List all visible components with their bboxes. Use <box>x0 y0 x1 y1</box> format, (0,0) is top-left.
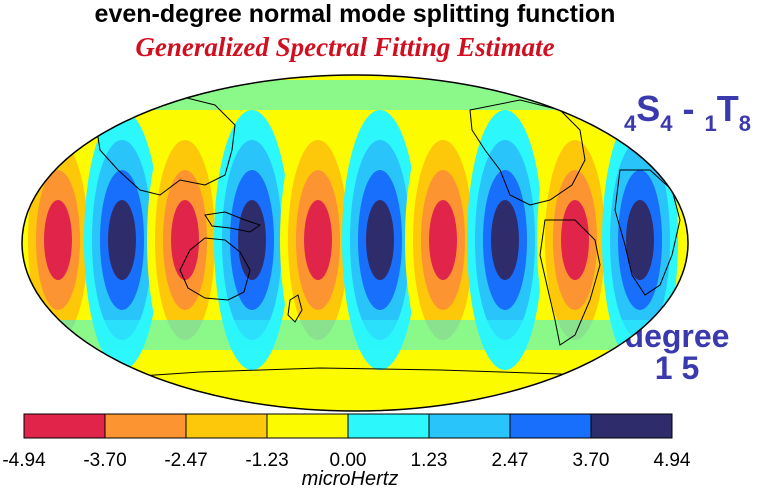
map-title: even-degree normal mode splitting functi… <box>94 0 616 28</box>
field-lobe <box>108 200 136 280</box>
colorbar-tick-label: -4.94 <box>2 450 46 471</box>
south-america-coast <box>539 219 601 346</box>
colorbar-tick-label: -3.70 <box>83 450 126 471</box>
colorbar-cell <box>185 413 268 439</box>
mode-right-letter: T <box>716 88 739 129</box>
colorbar-tick-label: 3.70 <box>573 450 610 471</box>
colorbar-cell <box>509 413 592 439</box>
colorbar-cell <box>347 413 430 439</box>
degree-label: degree 1 5 <box>607 320 747 384</box>
colorbar-tick-label: 4.94 <box>654 450 691 471</box>
field-lobe <box>366 200 394 280</box>
colorbar-cell <box>23 413 106 439</box>
colorbar-tick-label: 1.23 <box>411 450 448 471</box>
mode-left-subscript: 4 <box>623 111 637 136</box>
field-lobe <box>626 200 654 280</box>
map-subtitle: Generalized Spectral Fitting Estimate <box>135 32 555 62</box>
colorbar-cell <box>104 413 187 439</box>
field-lobe <box>171 200 199 280</box>
mode-right-degree: 8 <box>738 111 751 136</box>
mode-right-subscript: 1 <box>704 111 717 136</box>
field-lobe <box>491 200 519 280</box>
colorbar-cell <box>590 413 673 439</box>
map-outline <box>21 74 689 412</box>
field-lobe <box>429 200 457 280</box>
mode-label: 4S4 - 1T8 <box>624 88 751 136</box>
africa-coast <box>614 169 681 296</box>
mode-left-degree: 4 <box>660 111 673 136</box>
colorbar-tick-label: -1.23 <box>245 450 288 471</box>
mode-left-letter: S <box>636 88 661 129</box>
colorbar-units: microHertz <box>301 468 399 490</box>
colorbar-cells <box>23 413 673 439</box>
field-lobe <box>44 200 72 280</box>
new-zealand-coast <box>287 294 303 323</box>
colorbar-tick-label: -2.47 <box>164 450 207 471</box>
degree-value: 1 5 <box>654 350 700 386</box>
field-polar-band <box>22 320 688 350</box>
colorbar-tick-label: 0.00 <box>330 450 367 471</box>
indonesia-coast <box>204 211 262 233</box>
mode-separator: - <box>672 88 705 129</box>
colorbar-cell <box>266 413 349 439</box>
field-lobe <box>304 200 332 280</box>
colorbar-cell <box>428 413 511 439</box>
colorbar-tick-label: 2.47 <box>492 450 529 471</box>
colorbar-ticks: -4.94 -3.70 -2.47 -1.23 0.00 1.23 2.47 3.70 4.94 <box>2 450 691 471</box>
australia-coast <box>179 237 251 301</box>
